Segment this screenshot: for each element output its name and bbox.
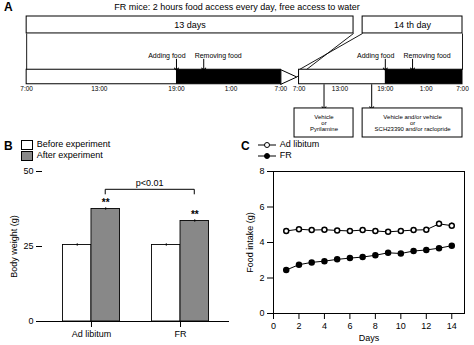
- svg-text:Days: Days: [359, 333, 380, 343]
- svg-text:19:00: 19:00: [377, 85, 394, 92]
- svg-text:4: 4: [322, 321, 327, 331]
- svg-text:0: 0: [259, 308, 264, 318]
- svg-text:6: 6: [259, 202, 264, 212]
- svg-text:0: 0: [28, 316, 33, 326]
- svg-text:2: 2: [259, 273, 264, 283]
- svg-text:2: 2: [296, 321, 301, 331]
- svg-text:p<0.01: p<0.01: [136, 178, 164, 188]
- svg-text:**: **: [102, 197, 110, 208]
- svg-text:7:00: 7:00: [293, 85, 306, 92]
- svg-text:1:00: 1:00: [420, 85, 433, 92]
- html-text:B: B: [4, 139, 13, 153]
- svg-text:Removing food: Removing food: [195, 52, 242, 60]
- svg-text:1:00: 1:00: [225, 85, 238, 92]
- svg-text:Ad libitum: Ad libitum: [72, 329, 112, 339]
- svg-text:Vehicle and/or vehicleorSCH233: Vehicle and/or vehicleorSCH23390 and/or …: [375, 114, 452, 133]
- svg-text:Adding food: Adding food: [357, 52, 394, 60]
- svg-text:6: 6: [347, 321, 352, 331]
- svg-text:7:00: 7:00: [20, 85, 33, 92]
- svg-text:Body weight (g): Body weight (g): [9, 215, 19, 278]
- html-text:Ad libitum: Ad libitum: [279, 139, 320, 149]
- svg-text:4: 4: [259, 237, 264, 247]
- svg-text:0: 0: [271, 321, 276, 331]
- html-text:FR: FR: [279, 150, 292, 160]
- svg-text:**: **: [191, 209, 199, 220]
- svg-text:FR: FR: [175, 329, 187, 339]
- svg-text:7:00: 7:00: [456, 85, 469, 92]
- svg-text:Adding food: Adding food: [148, 52, 185, 60]
- svg-text:50: 50: [23, 166, 33, 176]
- svg-text:12: 12: [421, 321, 431, 331]
- svg-text:13:00: 13:00: [91, 85, 108, 92]
- html-text:FR mice: 2 hours food access e: FR mice: 2 hours food access every day, …: [114, 2, 360, 12]
- svg-text:Removing food: Removing food: [403, 52, 450, 60]
- svg-text:VehicleorPyrilamine: VehicleorPyrilamine: [310, 114, 339, 133]
- svg-text:14 th day: 14 th day: [394, 20, 432, 30]
- svg-text:19:00: 19:00: [168, 85, 185, 92]
- svg-text:14: 14: [447, 321, 457, 331]
- html-text:Before experiment: Before experiment: [36, 139, 111, 149]
- svg-text:10: 10: [396, 321, 406, 331]
- html-text:C: C: [241, 139, 250, 153]
- svg-text:7:00: 7:00: [275, 85, 288, 92]
- svg-text:Food intake (g): Food intake (g): [245, 212, 255, 273]
- svg-text:8: 8: [259, 166, 264, 176]
- svg-text:25: 25: [23, 241, 33, 251]
- html-text:After experiment: After experiment: [36, 150, 103, 160]
- html-text:A: A: [4, 0, 13, 14]
- svg-text:8: 8: [373, 321, 378, 331]
- svg-text:13:00: 13:00: [332, 85, 349, 92]
- svg-text:13 days: 13 days: [174, 20, 206, 30]
